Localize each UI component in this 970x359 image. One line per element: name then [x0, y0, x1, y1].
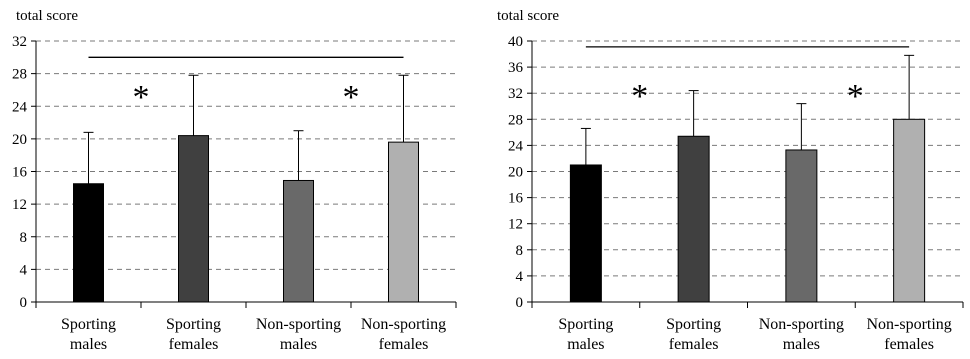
- x-category-label: females: [669, 336, 719, 353]
- x-category-label: Sporting: [166, 316, 221, 333]
- x-category-label: Sporting: [61, 316, 116, 333]
- bar: [283, 179, 314, 303]
- chart-panel-left: 0 4 8 12 16 20 24 28 32 Sporting males Sporting fema…: [12, 34, 457, 353]
- y-tick-label: 0: [516, 295, 524, 311]
- bar: [73, 183, 104, 303]
- x-category-label: males: [567, 336, 604, 353]
- significance-asterisk: *: [631, 78, 648, 115]
- significance-asterisk: *: [343, 79, 360, 116]
- y-tick-label: 40: [508, 34, 523, 50]
- bar: [893, 118, 926, 303]
- left-panel-label: total score: [16, 8, 78, 24]
- x-category-label: Sporting: [666, 316, 721, 333]
- bar: [677, 135, 710, 303]
- y-tick-label: 16: [12, 165, 28, 181]
- x-category-label: males: [783, 336, 820, 353]
- x-category-label: females: [884, 336, 934, 353]
- bar: [388, 141, 419, 303]
- bar: [785, 149, 818, 303]
- x-category-label: males: [70, 336, 107, 353]
- y-tick-label: 24: [12, 99, 28, 115]
- y-tick-label: 20: [508, 165, 523, 181]
- y-tick-label: 20: [12, 132, 27, 148]
- x-category-label: males: [280, 336, 317, 353]
- bar: [178, 135, 209, 303]
- x-category-label: females: [169, 336, 219, 353]
- y-tick-label: 4: [20, 262, 28, 278]
- y-tick-label: 16: [508, 191, 524, 207]
- chart-panel-right: 0 4 8 12 16 20 24 28 32 36 40 Sporting males Sporting…: [508, 34, 964, 353]
- y-tick-label: 8: [516, 243, 524, 259]
- y-tick-label: 28: [508, 112, 523, 128]
- significance-asterisk: *: [133, 79, 150, 116]
- x-category-label: Non-sporting: [759, 316, 844, 333]
- x-category-label: Non-sporting: [256, 316, 341, 333]
- y-tick-label: 4: [516, 269, 524, 285]
- y-tick-label: 12: [12, 197, 27, 213]
- right-panel-label: total score: [497, 8, 559, 24]
- y-tick-label: 0: [20, 295, 28, 311]
- y-tick-label: 12: [508, 217, 523, 233]
- y-tick-label: 28: [12, 67, 27, 83]
- y-tick-label: 36: [508, 60, 524, 76]
- y-tick-label: 24: [508, 138, 524, 154]
- x-category-label: Sporting: [558, 316, 613, 333]
- x-category-label: Non-sporting: [361, 316, 446, 333]
- x-category-label: Non-sporting: [866, 316, 951, 333]
- x-category-label: females: [379, 336, 429, 353]
- bar: [569, 164, 602, 303]
- y-tick-label: 32: [508, 86, 523, 102]
- significance-asterisk: *: [847, 78, 864, 115]
- y-tick-label: 32: [12, 34, 27, 50]
- y-tick-label: 8: [20, 230, 28, 246]
